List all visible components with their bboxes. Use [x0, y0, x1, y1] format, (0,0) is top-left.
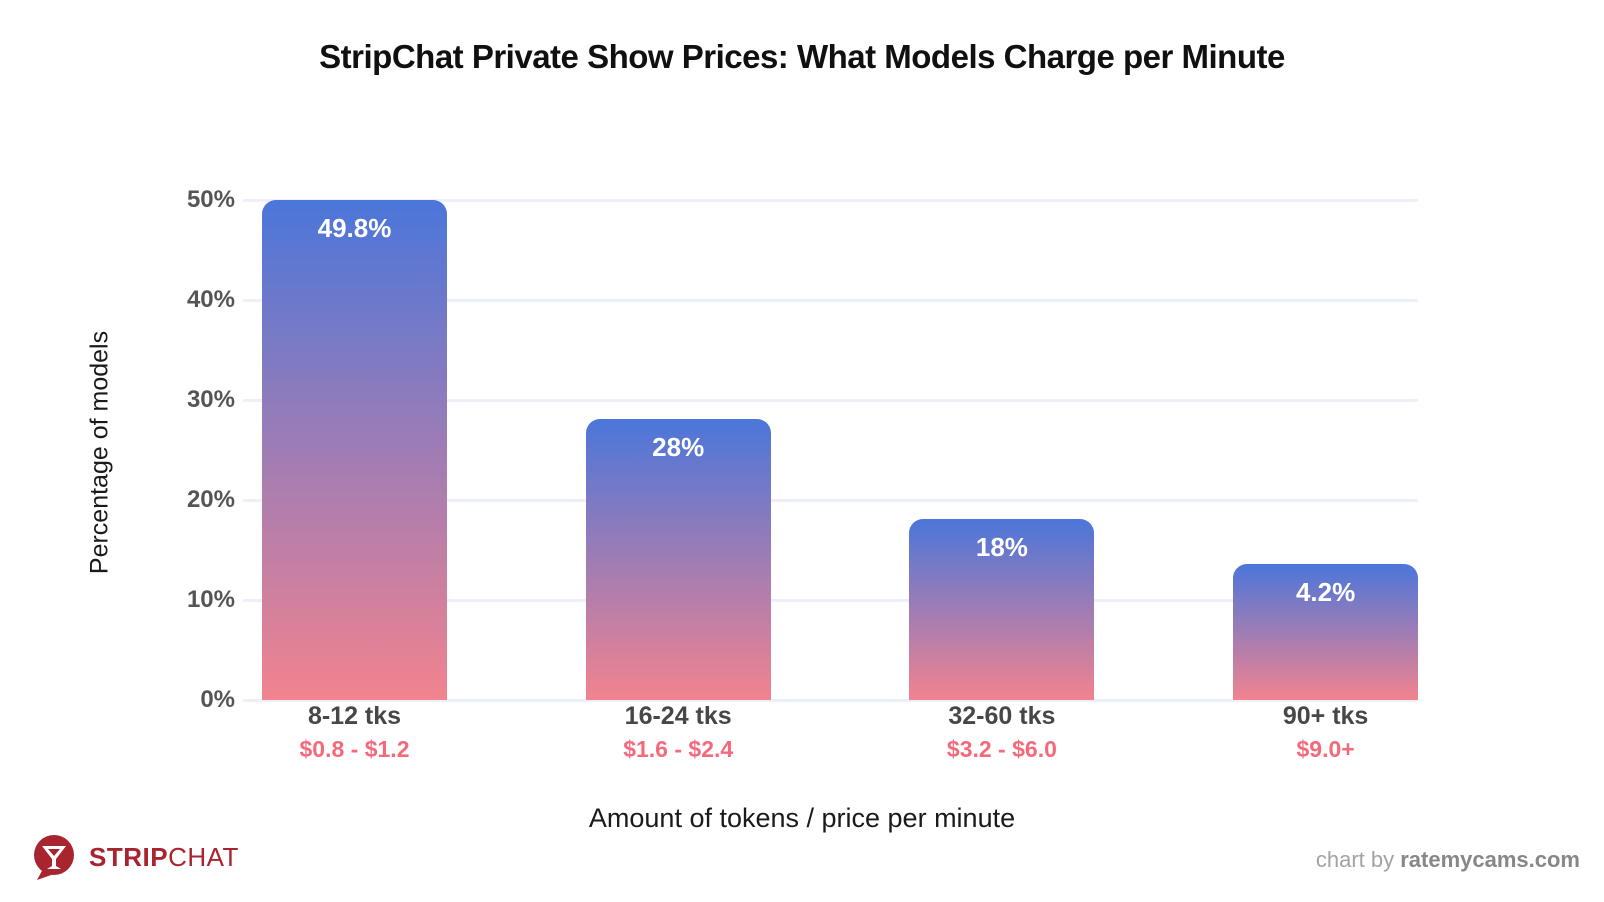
speech-bubble-martini-icon — [30, 833, 78, 881]
category-label: 32-60 tks — [948, 702, 1056, 730]
gridline — [243, 599, 1418, 602]
brand-logo-chat: CHAT — [168, 841, 239, 872]
y-axis-title: Percentage of models — [85, 330, 114, 575]
y-tick-label: 0% — [200, 686, 235, 713]
chart-credit: chart by ratemycams.com — [1316, 847, 1580, 873]
price-label: $9.0+ — [1296, 736, 1355, 762]
bar: 49.8% — [262, 200, 447, 700]
gridline — [243, 299, 1418, 302]
bar-value-label: 4.2% — [1295, 577, 1356, 607]
gridline — [243, 499, 1418, 502]
brand-logo: STRIPCHAT — [30, 833, 239, 881]
brand-logo-strip: STRIP — [89, 841, 169, 872]
price-label: $3.2 - $6.0 — [946, 736, 1057, 762]
y-tick-label: 20% — [186, 486, 235, 513]
gridline — [243, 199, 1418, 202]
bar: 18% — [909, 519, 1095, 700]
bar-value-label: 28% — [652, 432, 705, 462]
x-axis-title: Amount of tokens / price per minute — [588, 803, 1016, 833]
y-tick-label: 50% — [186, 186, 235, 213]
chart-title: StripChat Private Show Prices: What Mode… — [319, 38, 1285, 75]
gridline — [243, 399, 1418, 402]
y-tick-label: 40% — [186, 286, 235, 313]
bar: 4.2% — [1233, 564, 1419, 700]
brand-logo-text: STRIPCHAT — [89, 842, 239, 873]
price-label: $1.6 - $2.4 — [623, 736, 734, 762]
bar-value-label: 49.8% — [317, 213, 392, 243]
gridline — [243, 699, 1418, 702]
y-tick-label: 10% — [186, 586, 235, 613]
category-label: 16-24 tks — [624, 702, 732, 730]
y-tick-label: 30% — [186, 386, 235, 413]
category-label: 8-12 tks — [307, 702, 402, 730]
chart-credit-prefix: chart by — [1315, 847, 1401, 872]
chart-credit-brand: ratemycams.com — [1400, 847, 1580, 872]
bar-value-label: 18% — [975, 532, 1028, 562]
price-label: $0.8 - $1.2 — [299, 736, 410, 762]
category-label: 90+ tks — [1282, 702, 1369, 730]
bar: 28% — [585, 419, 771, 700]
